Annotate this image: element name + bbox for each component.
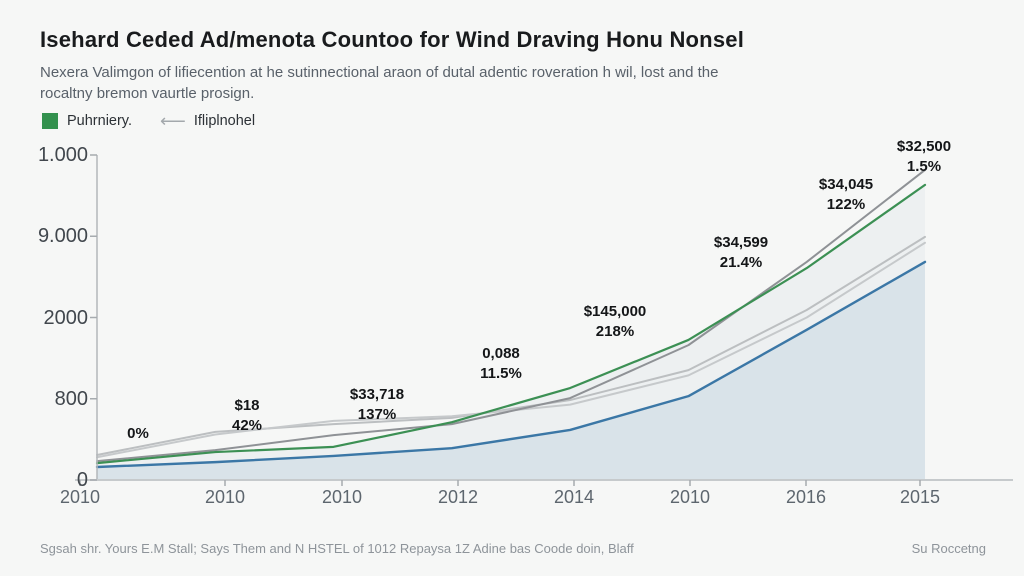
y-axis-tick-label: 2000 bbox=[43, 306, 89, 329]
data-point-label: $34,045 122% bbox=[818, 176, 874, 213]
data-point-label: 0,088 11.5% bbox=[480, 345, 522, 382]
x-axis-tick-label: 2016 bbox=[785, 487, 827, 507]
source-note: Sgsah shr. Yours E.M Stall; Says Them an… bbox=[40, 541, 634, 556]
x-axis-tick-label: 2014 bbox=[553, 487, 595, 507]
x-axis-tick-label: 2010 bbox=[321, 487, 363, 507]
y-axis-tick-label: 800 bbox=[54, 387, 88, 410]
x-axis-tick-label: 2010 bbox=[204, 487, 246, 507]
y-axis-tick-label: 0 bbox=[76, 469, 88, 491]
data-point-label: 0% bbox=[127, 425, 149, 442]
x-axis-tick-label: 2015 bbox=[899, 487, 941, 507]
data-point-label: $33,718 137% bbox=[349, 386, 405, 423]
credit-note: Su Roccetng bbox=[911, 541, 986, 556]
x-axis-tick-label: 2010 bbox=[59, 487, 101, 507]
data-point-label: $32,500 1.5% bbox=[896, 138, 952, 175]
chart-title: Isehard Ceded Ad/menota Countoo for Wind… bbox=[40, 27, 745, 52]
chart-subtitle: Nexera Valimgon of lifiecention at he su… bbox=[40, 64, 719, 103]
data-point-label: $34,599 21.4% bbox=[713, 234, 769, 271]
legend: Puhrniery. ⟵ Ifliplnohel bbox=[42, 112, 259, 130]
x-axis-tick-label: 2012 bbox=[437, 487, 479, 507]
arrow-left-icon: ⟵ bbox=[160, 111, 186, 131]
y-axis-tick-label: 9.000 bbox=[37, 225, 88, 248]
legend-green-swatch-icon bbox=[42, 113, 58, 129]
data-point-label: $145,000 218% bbox=[583, 303, 647, 340]
legend-label-secondary: Ifliplnohel bbox=[193, 113, 256, 129]
x-axis-tick-label: 2010 bbox=[669, 487, 711, 507]
y-axis-tick-label: 1.000 bbox=[37, 144, 88, 166]
legend-label-primary: Puhrniery. bbox=[67, 113, 133, 129]
data-point-label: $18 42% bbox=[231, 397, 263, 434]
